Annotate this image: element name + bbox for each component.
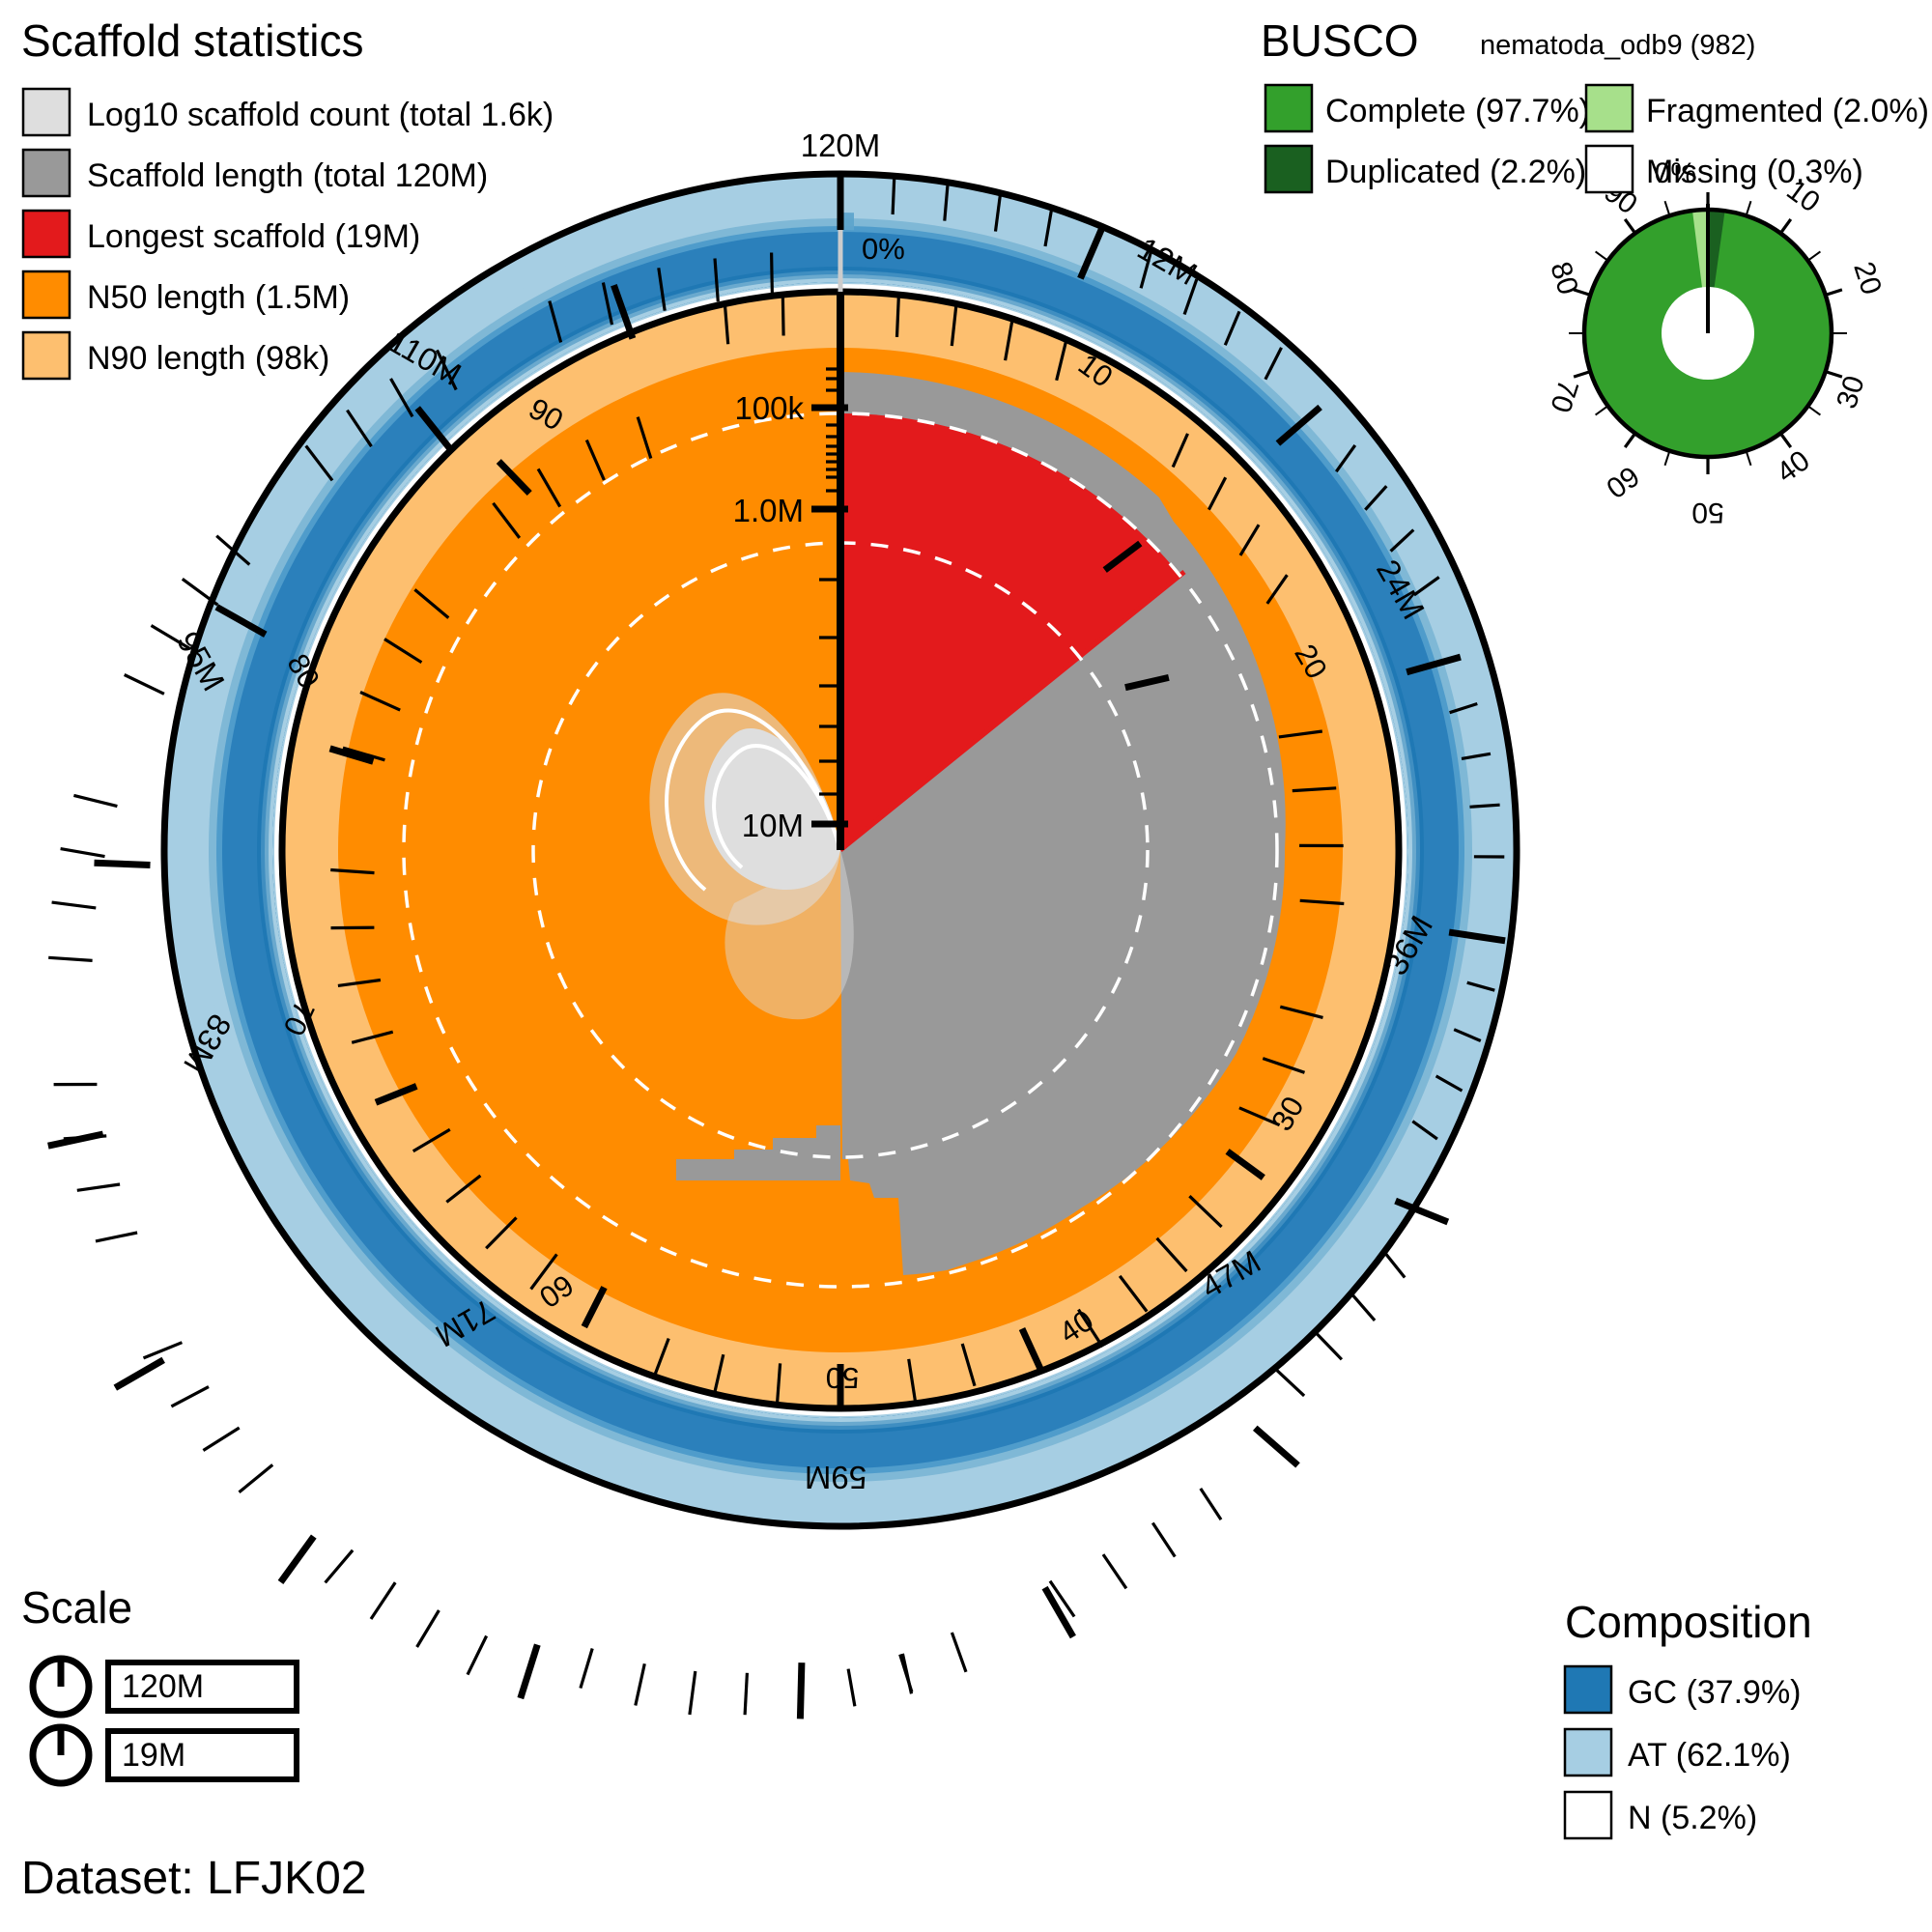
legend-label-busco-complete: Complete (97.7%): [1325, 93, 1590, 129]
swatch-n: [1563, 1790, 1613, 1840]
swatch-scaffold-length: [21, 148, 71, 198]
legend-label-n90-length: N90 length (98k): [87, 340, 329, 377]
busco-donut: 0% 10 20 30 40 50 60 70 80 90: [1544, 157, 1888, 528]
scaffold-legend-title: Scaffold statistics: [21, 15, 364, 66]
outer-ring-ticks: [47, 174, 1506, 1719]
scale-circle-icon-1: [29, 1655, 93, 1719]
scaffold-length-steps: [676, 1125, 840, 1180]
scaffold-statistics-legend: Scaffold statistics Log10 scaffold count…: [21, 15, 554, 381]
composition-legend: Composition GC (37.9%) AT (62.1%) N (5.2…: [1563, 1597, 1812, 1840]
busco-lineage-label: nematoda_odb9 (982): [1480, 30, 1755, 61]
radial-axis-ticks: [811, 367, 848, 828]
busco-donut-label-0: 0%: [1655, 157, 1696, 189]
busco-donut-ticks: [1573, 192, 1843, 474]
busco-donut-label-60: 60: [1600, 460, 1644, 504]
legend-label-gc: GC (37.9%): [1628, 1674, 1802, 1711]
radial-label-1M: 1.0M: [733, 493, 804, 528]
percent-label-0: 0%: [862, 232, 905, 266]
swatch-busco-duplicated: [1264, 144, 1314, 194]
legend-label-longest-scaffold: Longest scaffold (19M): [87, 218, 420, 255]
scale-value-box-2[interactable]: [105, 1728, 299, 1782]
busco-legend-title: BUSCO: [1261, 15, 1419, 66]
radial-label-10M: 10M: [742, 808, 804, 843]
swatch-gc: [1563, 1664, 1613, 1715]
scale-value-2: 19M: [122, 1737, 185, 1774]
swatch-n90-length: [21, 330, 71, 381]
outer-tick-label-59M: 59M: [805, 1460, 867, 1495]
swatch-busco-fragmented: [1584, 83, 1634, 133]
swatch-at: [1563, 1727, 1613, 1777]
swatch-busco-complete: [1264, 83, 1314, 133]
legend-label-busco-missing: Missing (0.3%): [1646, 154, 1863, 190]
busco-donut-label-20: 20: [1847, 258, 1888, 298]
busco-donut-label-30: 30: [1831, 372, 1871, 412]
outer-ring-minor-ticks: [48, 176, 1505, 1716]
swatch-busco-missing: [1584, 144, 1634, 194]
swatch-longest-scaffold: [21, 209, 71, 259]
swatch-log10-scaffold-count: [21, 87, 71, 137]
busco-donut-minor-ticks: [1569, 200, 1847, 467]
busco-donut-label-70: 70: [1544, 376, 1584, 416]
scale-value-box-1[interactable]: [105, 1660, 299, 1714]
busco-legend: BUSCO nematoda_odb9 (982) Complete (97.7…: [1261, 15, 1929, 194]
radial-axis-labels: 100k 1.0M 10M: [733, 390, 805, 843]
snail-plot-group: 120M 12M 24M 36M 47M 59M 71M 83M 95M 110…: [47, 128, 1520, 1719]
radial-label-100k: 100k: [734, 390, 804, 426]
legend-label-at: AT (62.1%): [1628, 1737, 1791, 1774]
spiral-guides: [665, 708, 842, 892]
scale-circle-icon-2: [29, 1723, 93, 1787]
composition-legend-title: Composition: [1565, 1597, 1812, 1647]
legend-label-busco-duplicated: Duplicated (2.2%): [1325, 154, 1586, 190]
legend-label-log10-scaffold-count: Log10 scaffold count (total 1.6k): [87, 97, 554, 133]
scale-legend: Scale 120M 19M: [21, 1582, 299, 1787]
scale-legend-title: Scale: [21, 1582, 132, 1633]
inner-ring-ticks: [328, 292, 1345, 1408]
legend-label-n: N (5.2%): [1628, 1800, 1757, 1836]
legend-label-busco-fragmented: Fragmented (2.0%): [1646, 93, 1929, 129]
outer-tick-label-120M: 120M: [801, 128, 881, 163]
legend-label-n50-length: N50 length (1.5M): [87, 279, 350, 316]
swatch-n50-length: [21, 270, 71, 320]
guide-circle-outer: [402, 412, 1279, 1289]
longest-scaffold-wedge: [840, 412, 1180, 850]
longest-scaffold-marker: [838, 570, 1186, 852]
busco-donut-label-50: 50: [1691, 497, 1723, 528]
percent-label-50: 50: [826, 1361, 859, 1395]
busco-donut-label-40: 40: [1771, 444, 1815, 489]
scale-value-1: 120M: [122, 1668, 204, 1705]
legend-label-scaffold-length: Scaffold length (total 120M): [87, 157, 488, 194]
dataset-label: Dataset: LFJK02: [21, 1853, 367, 1904]
